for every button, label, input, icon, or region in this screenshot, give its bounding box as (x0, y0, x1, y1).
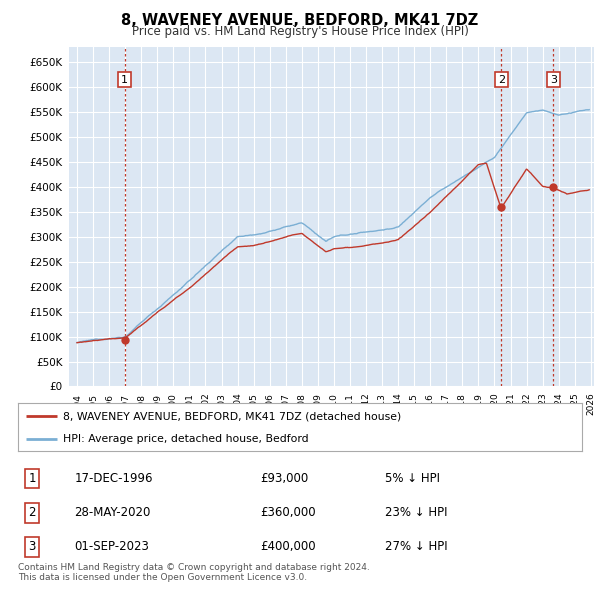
Text: 8, WAVENEY AVENUE, BEDFORD, MK41 7DZ (detached house): 8, WAVENEY AVENUE, BEDFORD, MK41 7DZ (de… (63, 411, 401, 421)
Text: 23% ↓ HPI: 23% ↓ HPI (385, 506, 447, 519)
Text: £93,000: £93,000 (260, 472, 309, 485)
Text: 3: 3 (550, 74, 557, 84)
Text: Contains HM Land Registry data © Crown copyright and database right 2024.
This d: Contains HM Land Registry data © Crown c… (18, 563, 370, 582)
Text: 2: 2 (497, 74, 505, 84)
Text: 17-DEC-1996: 17-DEC-1996 (74, 472, 153, 485)
Text: 3: 3 (28, 540, 36, 553)
Text: 28-MAY-2020: 28-MAY-2020 (74, 506, 151, 519)
Text: Price paid vs. HM Land Registry's House Price Index (HPI): Price paid vs. HM Land Registry's House … (131, 25, 469, 38)
Text: 1: 1 (121, 74, 128, 84)
Text: 27% ↓ HPI: 27% ↓ HPI (385, 540, 447, 553)
Text: HPI: Average price, detached house, Bedford: HPI: Average price, detached house, Bedf… (63, 434, 309, 444)
Text: 2: 2 (28, 506, 36, 519)
Text: 8, WAVENEY AVENUE, BEDFORD, MK41 7DZ: 8, WAVENEY AVENUE, BEDFORD, MK41 7DZ (121, 13, 479, 28)
Text: 5% ↓ HPI: 5% ↓ HPI (385, 472, 440, 485)
Text: 1: 1 (28, 472, 36, 485)
Text: 01-SEP-2023: 01-SEP-2023 (74, 540, 149, 553)
Text: £360,000: £360,000 (260, 506, 316, 519)
Text: £400,000: £400,000 (260, 540, 316, 553)
